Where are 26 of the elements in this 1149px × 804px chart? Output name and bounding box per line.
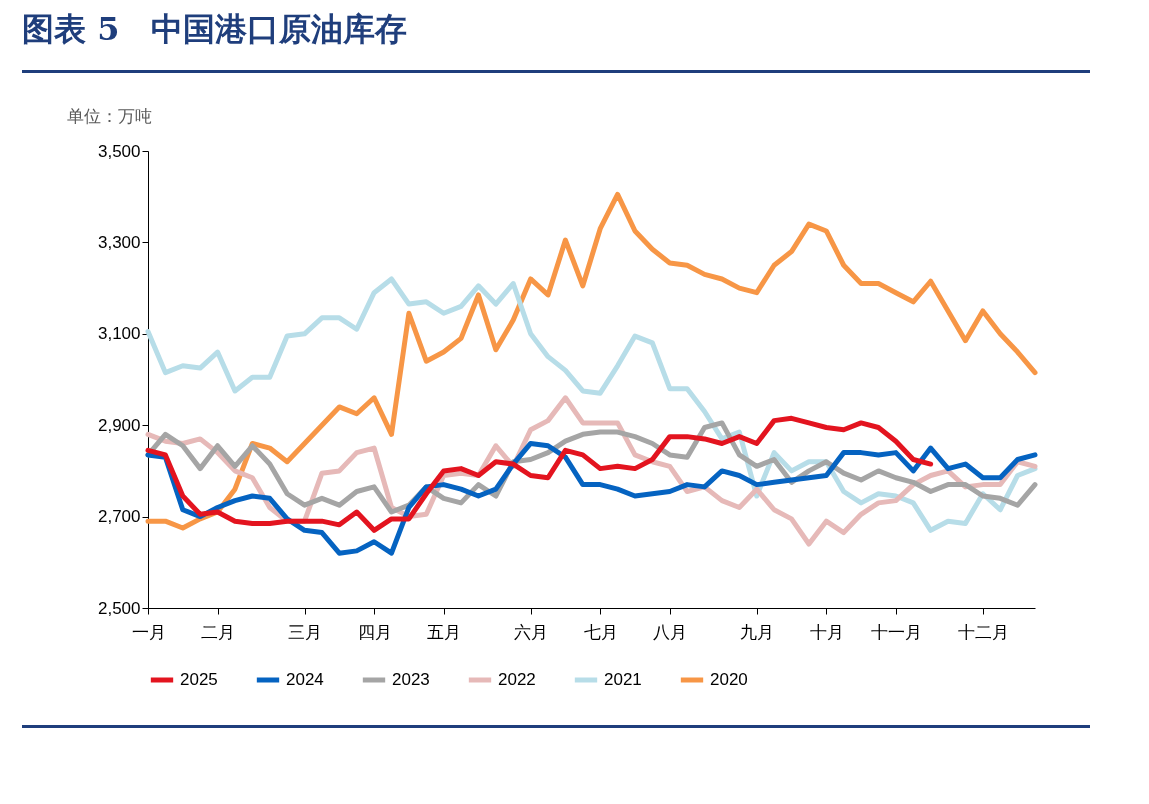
x-tick-label: 十一月	[870, 622, 922, 642]
y-tick-label: 2,700	[97, 507, 141, 527]
x-tick-label: 七月	[583, 622, 618, 642]
x-tick-label: 十二月	[957, 622, 1009, 642]
y-tick-label: 2,500	[97, 598, 141, 618]
x-tick-label: 八月	[653, 622, 688, 642]
x-tick-label: 二月	[201, 622, 236, 642]
y-tick-label: 3,300	[97, 232, 141, 252]
y-tick-label: 2,900	[97, 415, 141, 435]
y-tick-label: 3,500	[97, 141, 141, 161]
x-tick-label: 十月	[809, 622, 844, 642]
x-tick-label: 一月	[131, 622, 166, 642]
legend-label: 2024	[286, 670, 324, 689]
x-tick-label: 九月	[740, 622, 775, 642]
y-tick-label: 3,100	[97, 324, 141, 344]
legend-label: 2021	[604, 670, 642, 689]
y-axis-title: 单位：万吨	[66, 106, 152, 126]
x-tick-label: 三月	[288, 622, 323, 642]
chart-title: 图表 5 中国港口原油库存	[22, 9, 408, 50]
legend-label: 2025	[180, 670, 218, 689]
legend-label: 2020	[710, 670, 748, 689]
x-tick-label: 六月	[514, 622, 549, 642]
x-tick-label: 四月	[357, 622, 392, 642]
x-tick-label: 五月	[427, 622, 462, 642]
legend-label: 2022	[498, 670, 536, 689]
legend-label: 2023	[392, 670, 430, 689]
